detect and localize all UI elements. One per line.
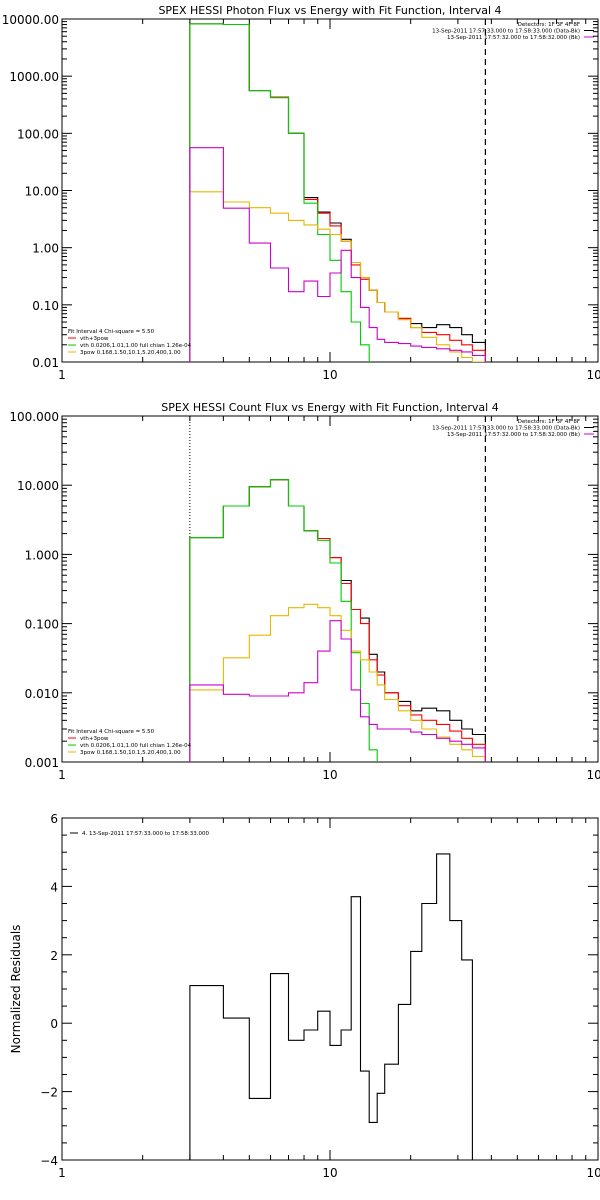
y-tick-label: 1.000 <box>25 548 59 562</box>
x-tick-label: 100 <box>587 1166 600 1180</box>
legend-entry: 4. 13-Sep-2011 17:57:33.000 to 17:58:33.… <box>82 831 209 837</box>
y-tick-label: 4 <box>50 880 58 894</box>
y-tick-label: 0 <box>50 1017 58 1031</box>
y-tick-label: 0.10 <box>32 299 59 313</box>
plot-frame <box>61 817 599 1161</box>
x-tick-label: 10 <box>322 768 337 782</box>
plot-area <box>189 853 486 1160</box>
x-tick-label: 1 <box>58 768 66 782</box>
y-tick-label: 0.010 <box>25 687 59 701</box>
legend-entry: Fit Interval 4 Chi-square = 5.50 <box>68 729 155 735</box>
header-line: 13-Sep-2011 17:57:33.000 to 17:58:33.000… <box>432 29 580 35</box>
series-line-3pow <box>189 603 486 762</box>
x-tick-label: 10 <box>322 1166 337 1180</box>
header-line: Detectors: 1F 3F 4F 8F <box>518 419 580 425</box>
y-tick-label: 100.00 <box>17 127 59 141</box>
chart-title: SPEX HESSI Photon Flux vs Energy with Fi… <box>158 4 501 17</box>
series-line-bk <box>189 147 486 362</box>
y-tick-label: −2 <box>40 1086 58 1100</box>
x-tick-label: 10 <box>322 368 337 382</box>
x-tick-label: 1 <box>58 368 66 382</box>
y-tick-label: 10.00 <box>25 185 59 199</box>
chart-panel-3: 1 10 100 −4 −2 0 2 4 6 Normalized Residuals 4. 13-… <box>9 812 600 1180</box>
x-tick-label: 1 <box>58 1166 66 1180</box>
series-line-vth-3pow <box>189 23 486 362</box>
chart-panel-1: SPEX HESSI Photon Flux vs Energy with Fi… <box>2 4 600 382</box>
y-tick-label: −4 <box>40 1154 58 1168</box>
y-tick-label: 0.01 <box>32 356 59 370</box>
y-tick-label: 100.000 <box>9 410 59 424</box>
y-tick-label: 6 <box>50 812 58 826</box>
y-tick-label: 1.00 <box>32 242 59 256</box>
header-line: Detectors: 1F 3F 4F 8F <box>518 22 580 28</box>
y-tick-label: 0.100 <box>25 618 59 632</box>
y-tick-label: 1000.00 <box>9 70 59 84</box>
y-axis-label: Normalized Residuals <box>9 925 23 1054</box>
legend-entry: 3pow 0.168,1.50,10.1,5.20,400,1.00 <box>80 350 181 356</box>
series-line-bk <box>189 620 486 762</box>
header-line: 13-Sep-2011 17:57:33.000 to 17:58:33.000… <box>432 426 580 432</box>
x-tick-label: 100 <box>587 368 600 382</box>
series-line-residuals <box>189 853 486 1160</box>
legend-entry: Fit Interval 4 Chi-square = 5.50 <box>68 329 155 335</box>
plot-frame <box>61 415 599 763</box>
plot-area <box>189 479 486 762</box>
y-tick-label: 0.001 <box>25 756 59 770</box>
series-line-3pow <box>189 191 486 362</box>
legend-entry: vth+3pow <box>80 736 109 742</box>
series-line-vth <box>189 479 378 762</box>
header-line: 13-Sep-2011 17:57:32.000 to 17:58:32.000… <box>447 35 580 41</box>
series-line-data-bk <box>189 23 486 362</box>
y-tick-label: 10000.00 <box>2 13 59 27</box>
chart-panel-2: SPEX HESSI Count Flux vs Energy with Fit… <box>9 401 600 782</box>
legend-entry: vth 0.0206,1.01,1.00 full chian 1.26e-04 <box>80 743 192 749</box>
x-tick-label: 100 <box>587 768 600 782</box>
legend-entry: vth 0.0206,1.01,1.00 full chian 1.26e-04 <box>80 343 192 349</box>
legend-entry: 3pow 0.168,1.50,10.1,5.20,400,1.00 <box>80 750 181 756</box>
legend-entry: vth+3pow <box>80 336 109 342</box>
y-tick-label: 2 <box>50 949 58 963</box>
header-line: 13-Sep-2011 17:57:32.000 to 17:58:32.000… <box>447 432 580 438</box>
series-line-vth <box>189 23 370 362</box>
y-tick-label: 10.000 <box>17 479 59 493</box>
plot-frame <box>61 18 599 363</box>
chart-title: SPEX HESSI Count Flux vs Energy with Fit… <box>161 401 498 414</box>
plot-area <box>189 23 486 362</box>
